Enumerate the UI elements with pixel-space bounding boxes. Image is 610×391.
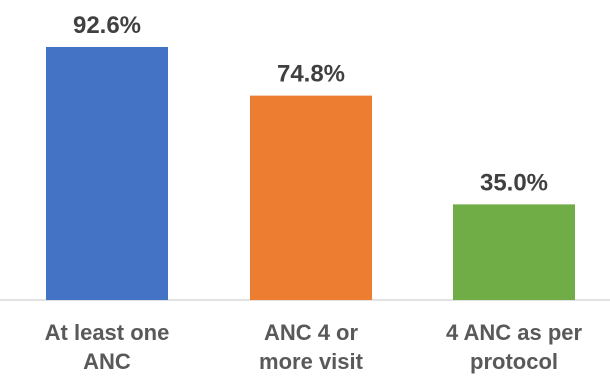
category-label-1-line-2: ANC <box>83 349 131 374</box>
category-label-1-line-1: At least one <box>45 320 170 345</box>
bar-1 <box>46 47 168 300</box>
category-label-3-line-2: protocol <box>470 349 558 374</box>
bar-3 <box>453 204 575 300</box>
data-label-3: 35.0% <box>480 169 548 196</box>
category-label-1: At least one ANC <box>45 320 170 374</box>
category-label-3-line-1: 4 ANC as per <box>446 320 583 345</box>
bar-2 <box>250 95 372 300</box>
category-label-2: ANC 4 or more visit <box>259 320 364 374</box>
category-label-2-line-1: ANC 4 or <box>264 320 359 345</box>
data-label-1: 92.6% <box>73 12 141 39</box>
data-label-2: 74.8% <box>277 61 345 88</box>
category-label-2-line-2: more visit <box>259 349 364 374</box>
category-label-3: 4 ANC as per protocol <box>446 320 583 374</box>
